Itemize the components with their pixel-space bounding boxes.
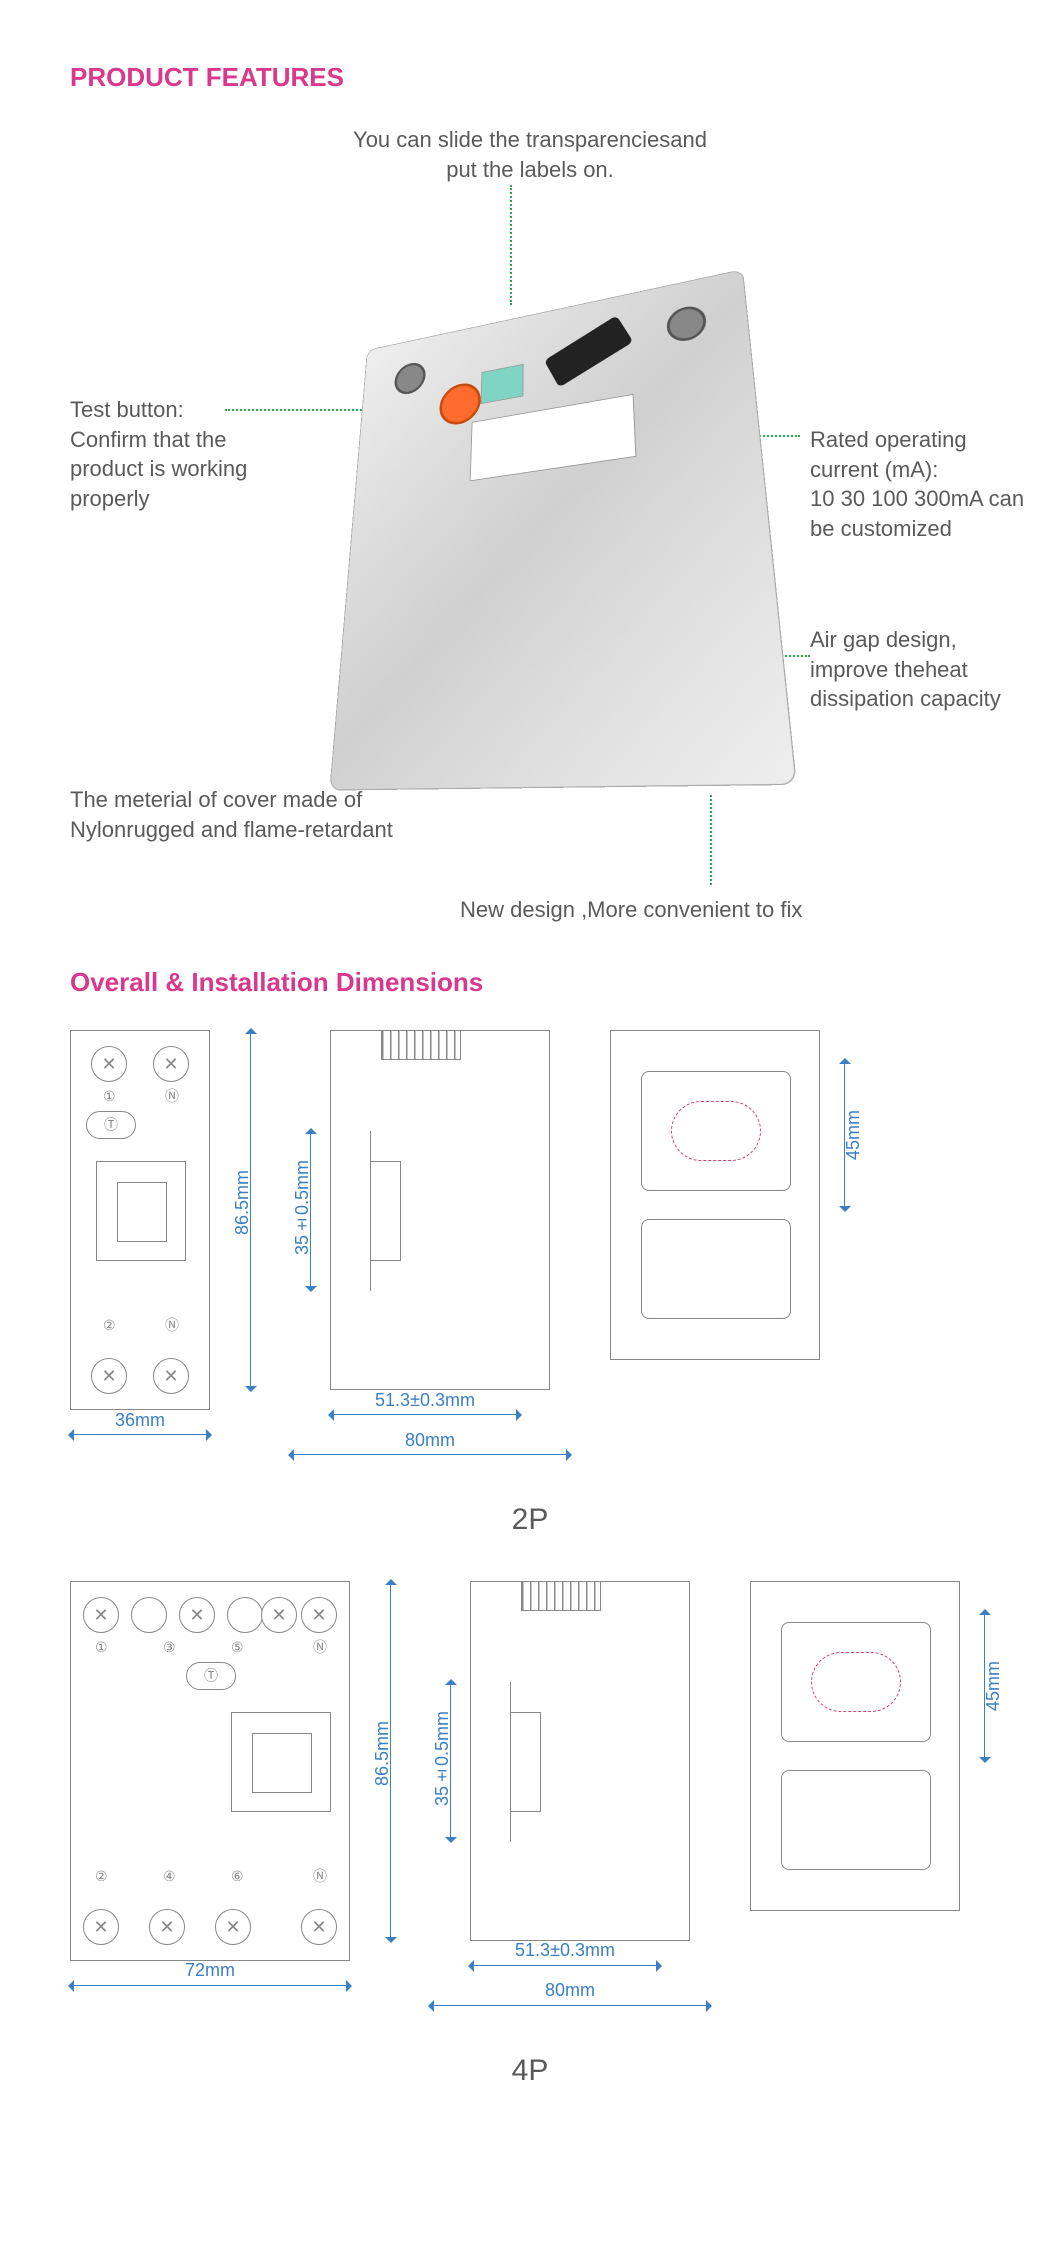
dim-arrow (470, 1965, 660, 1966)
dim-inner-height: 35±0.5mm (290, 1160, 314, 1255)
terminal-number: ③ (163, 1638, 176, 1657)
dim-arrow (70, 1985, 350, 1986)
terminal-number: ④ (163, 1867, 176, 1886)
screw-icon (666, 303, 708, 344)
t-label: Ⓣ (204, 1666, 218, 1685)
annotation-slide-label: You can slide the transparenciesand put … (350, 125, 710, 184)
tech-drawing-side (420, 1581, 700, 1941)
dim-rail-height: 45mm (981, 1661, 1005, 1711)
terminal-icon (153, 1358, 189, 1394)
terminal-number: Ⓝ (165, 1087, 179, 1106)
product-photo (320, 275, 760, 775)
terminal-number: ⑤ (231, 1638, 244, 1657)
t-label: Ⓣ (104, 1116, 118, 1135)
tech-drawing-right (750, 1581, 960, 1911)
t-button-outline: Ⓣ (86, 1111, 136, 1139)
dim-height: 86.5mm (370, 1721, 394, 1786)
terminal-number: ② (103, 1316, 116, 1335)
switch-lever-icon (544, 315, 633, 387)
terminal-number: Ⓝ (165, 1316, 179, 1335)
switch-outline (96, 1161, 186, 1261)
dim-depth-full: 80mm (430, 1978, 710, 2002)
dim-arrow (70, 1434, 210, 1435)
terminal-open-icon (227, 1597, 263, 1633)
terminal-icon (153, 1046, 189, 1082)
dim-depth-full: 80mm (290, 1428, 570, 1452)
dim-arrow (430, 2005, 710, 2006)
dim-row-2p: ① Ⓝ Ⓣ ② Ⓝ 36mm (70, 1030, 990, 1470)
terminal-open-icon (131, 1597, 167, 1633)
terminal-icon (83, 1909, 119, 1945)
dim-height: 86.5mm (230, 1170, 254, 1235)
features-diagram: You can slide the transparenciesand put … (70, 125, 990, 925)
terminal-number: Ⓝ (313, 1867, 327, 1886)
features-title: PRODUCT FEATURES (70, 60, 990, 95)
dim-row-4p: ① ③ ⑤ Ⓝ Ⓣ ② ④ ⑥ Ⓝ 72mm (70, 1581, 990, 2021)
dim-depth-inner: 51.3±0.3mm (330, 1388, 520, 1412)
rating-label-icon (470, 394, 637, 481)
screw-icon (394, 360, 427, 397)
terminal-icon (91, 1046, 127, 1082)
dim-width-2p: 36mm (70, 1408, 210, 1432)
tech-drawing-front-4p: ① ③ ⑤ Ⓝ Ⓣ ② ④ ⑥ Ⓝ (70, 1581, 350, 1961)
terminal-number: ⑥ (231, 1867, 244, 1886)
annotation-test-button: Test button: Confirm that the product is… (70, 395, 290, 514)
switch-outline (231, 1712, 331, 1812)
dim-inner-height: 35±0.5mm (430, 1711, 454, 1806)
dim-arrow (290, 1454, 570, 1455)
terminal-number: ① (103, 1087, 116, 1106)
annotation-air-gap: Air gap design, improve theheat dissipat… (810, 625, 1030, 714)
terminal-number: ② (95, 1867, 108, 1886)
terminal-icon (301, 1597, 337, 1633)
terminal-icon (83, 1597, 119, 1633)
dim-arrow (330, 1414, 520, 1415)
annotation-material: The meterial of cover made of Nylonrugge… (70, 785, 470, 844)
terminal-number: Ⓝ (313, 1638, 327, 1657)
dim-depth-inner: 51.3±0.3mm (470, 1938, 660, 1962)
t-button-outline: Ⓣ (186, 1662, 236, 1690)
tech-drawing-side (280, 1030, 560, 1390)
dimensions-title: Overall & Installation Dimensions (70, 965, 990, 1000)
variant-4p-label: 4P (70, 2051, 990, 2092)
tech-drawing-front-2p: ① Ⓝ Ⓣ ② Ⓝ (70, 1030, 210, 1410)
terminal-icon (261, 1597, 297, 1633)
dim-width-4p: 72mm (70, 1958, 350, 1982)
tech-drawing-right (610, 1030, 820, 1360)
dim-rail-height: 45mm (841, 1110, 865, 1160)
terminal-icon (301, 1909, 337, 1945)
terminal-icon (91, 1358, 127, 1394)
label-slide (481, 364, 524, 404)
variant-2p-label: 2P (70, 1500, 990, 1541)
annotation-rated-current: Rated operating current (mA): 10 30 100 … (810, 425, 1030, 544)
terminal-icon (149, 1909, 185, 1945)
terminal-icon (179, 1597, 215, 1633)
leader-line (710, 795, 712, 885)
terminal-icon (215, 1909, 251, 1945)
dimensions-section: ① Ⓝ Ⓣ ② Ⓝ 36mm (70, 1030, 990, 2091)
annotation-fix: New design ,More convenient to fix (460, 895, 940, 925)
terminal-number: ① (95, 1638, 108, 1657)
